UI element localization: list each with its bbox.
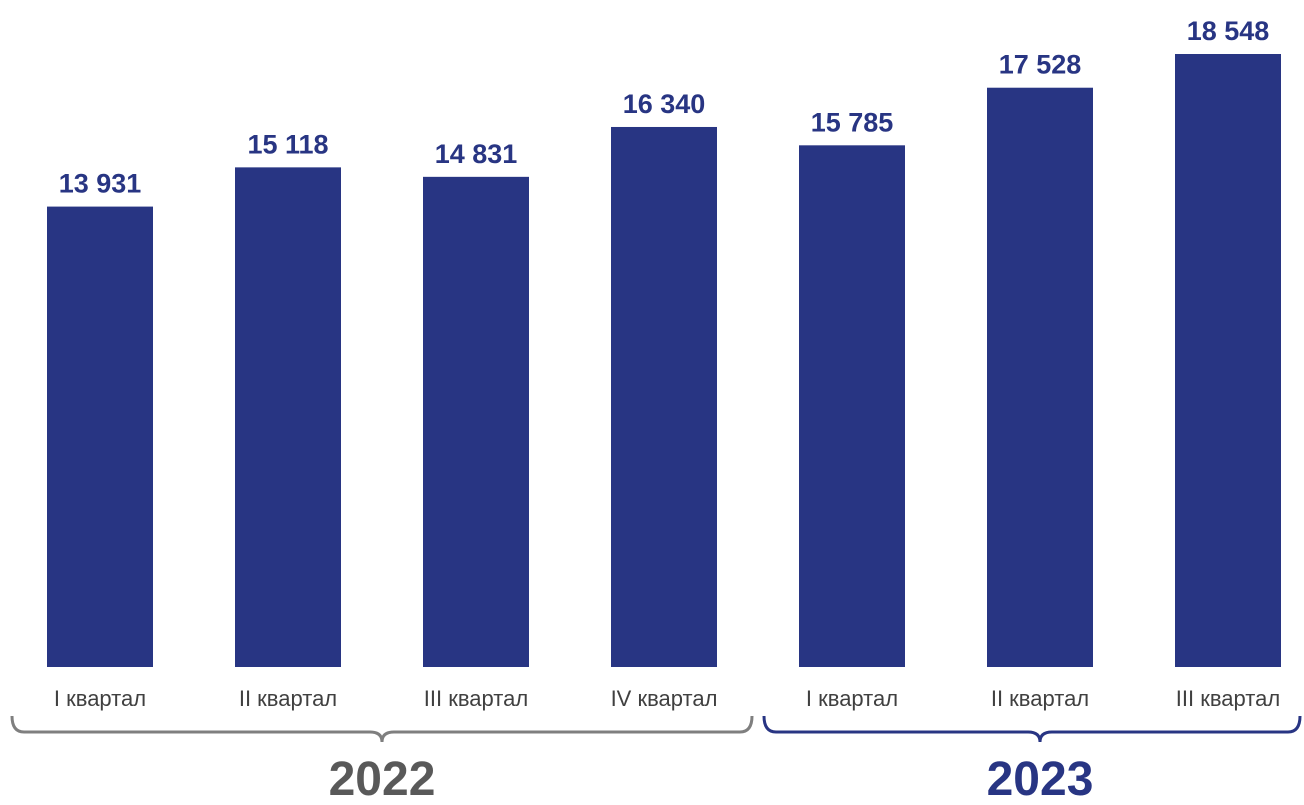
year-brace-2023 xyxy=(762,715,1302,743)
value-label-2: 14 831 xyxy=(435,139,518,169)
bar-0 xyxy=(47,206,153,667)
value-label-0: 13 931 xyxy=(59,169,142,199)
value-label-3: 16 340 xyxy=(623,89,706,119)
year-label-2023: 2023 xyxy=(987,753,1094,805)
value-label-1: 15 118 xyxy=(247,129,328,159)
tick-label-2: III квартал xyxy=(424,686,528,711)
bar-6 xyxy=(1175,54,1281,667)
bar-2 xyxy=(423,176,529,668)
bar-4 xyxy=(799,145,905,668)
tick-label-0: I квартал xyxy=(54,686,146,711)
year-brace-2022 xyxy=(10,715,754,743)
tick-label-1: II квартал xyxy=(239,686,337,711)
tick-label-3: IV квартал xyxy=(611,686,718,711)
bars-layer xyxy=(47,54,1281,668)
value-label-6: 18 548 xyxy=(1187,16,1270,46)
bar-3 xyxy=(611,126,717,668)
year-groups-layer: 2022 2023 xyxy=(10,715,1302,805)
tick-label-4: I квартал xyxy=(806,686,898,711)
value-label-5: 17 528 xyxy=(999,50,1082,80)
bar-1 xyxy=(235,167,341,668)
year-label-2022: 2022 xyxy=(329,753,436,805)
tick-label-6: III квартал xyxy=(1176,686,1280,711)
value-labels-layer: 13 931 15 118 14 831 16 340 15 785 17 528 18 5… xyxy=(59,16,1270,199)
x-axis-tick-labels: I квартал II квартал III квартал IV квартал… xyxy=(54,686,1280,711)
value-label-4: 15 785 xyxy=(811,107,894,137)
tick-label-5: II квартал xyxy=(991,686,1089,711)
bar-5 xyxy=(987,87,1093,667)
